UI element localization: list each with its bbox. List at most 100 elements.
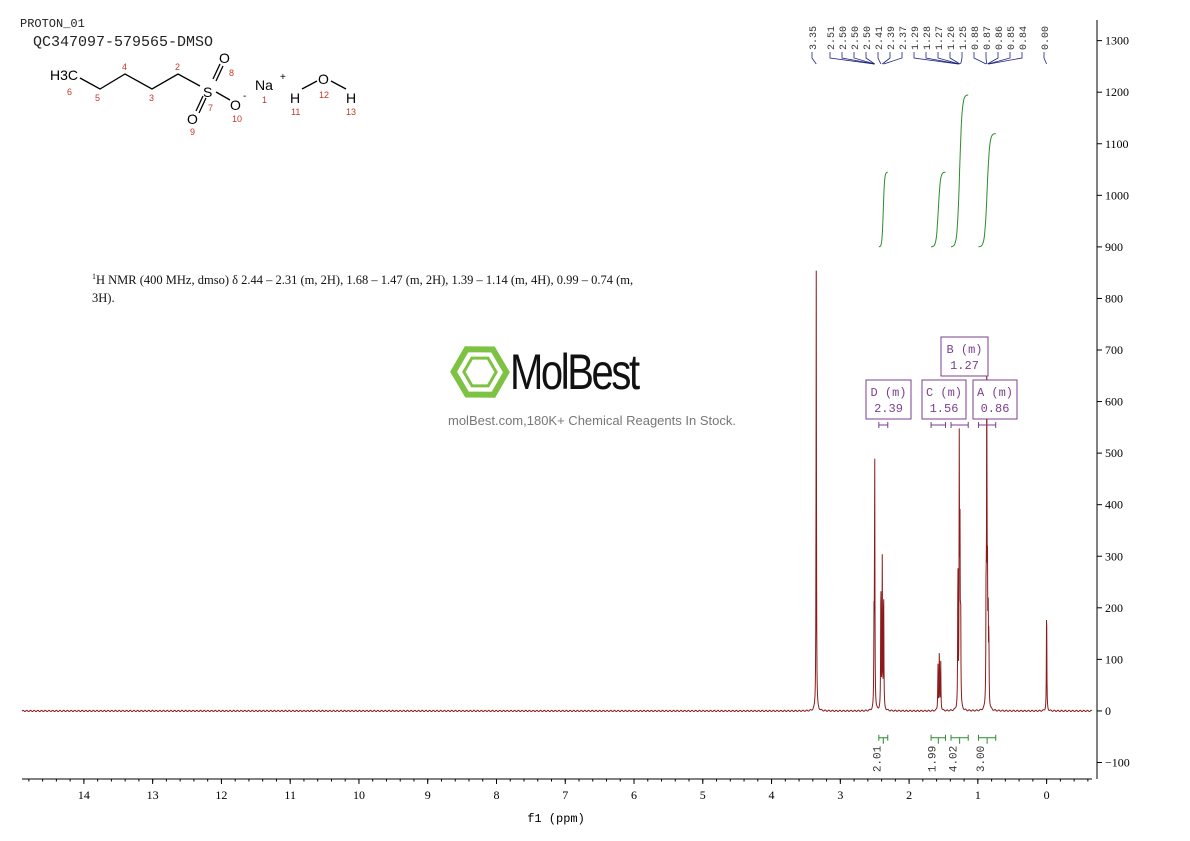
y-tick-label: 700 <box>1105 343 1123 357</box>
atom-o10: O <box>230 97 241 113</box>
x-tick-label: 13 <box>147 788 159 802</box>
y-tick-label: −100 <box>1105 756 1130 770</box>
peak-label: 1.27 <box>935 26 946 50</box>
integral-bracket <box>930 734 947 744</box>
multiplet-label: B (m) <box>946 343 982 357</box>
chemical-structure: H3C Na + O O S O - H O H 6 5 4 3 2 8 7 9… <box>50 50 356 137</box>
y-tick-label: 100 <box>1105 652 1123 666</box>
peak-label: 0.00 <box>1041 26 1052 50</box>
atom-number: 2 <box>175 62 180 72</box>
molbest-logo-icon <box>450 346 510 398</box>
nmr-description-text: H NMR (400 MHz, dmso) δ 2.44 – 2.31 (m, … <box>92 273 634 306</box>
y-tick-label: 200 <box>1105 601 1123 615</box>
integral-bracket <box>878 734 889 744</box>
peak-label-connector <box>960 52 963 65</box>
multiplet-box <box>865 379 912 420</box>
atom-number: 4 <box>122 62 127 72</box>
peak-label-connector <box>829 52 875 65</box>
atom-s: S <box>203 84 212 100</box>
atom-number: 9 <box>190 127 195 137</box>
atom-na: Na <box>255 77 273 93</box>
peak-label-connector <box>937 52 960 65</box>
peak-label-connector <box>877 52 882 65</box>
multiplet-range <box>878 422 889 428</box>
integral-value: 4.02 <box>949 746 961 772</box>
charge-plus: + <box>280 72 286 83</box>
y-tick-label: 0 <box>1105 704 1111 718</box>
multiplet-range <box>930 422 947 428</box>
peak-label-connector <box>987 52 999 65</box>
atom-number: 11 <box>291 107 300 117</box>
peak-label: 2.50 <box>839 26 850 50</box>
multiplet-range <box>978 422 997 428</box>
peak-label: 0.84 <box>1019 26 1030 50</box>
peak-label: 1.29 <box>911 26 922 50</box>
x-tick-label: 3 <box>837 788 843 802</box>
multiplet-range <box>950 422 969 428</box>
y-tick-label: 1300 <box>1105 34 1129 48</box>
peak-label-connector <box>811 52 817 65</box>
multiplet-label: D (m) <box>870 386 906 400</box>
multiplet-shift: 2.39 <box>874 402 903 416</box>
peak-label-connector <box>985 52 988 65</box>
integral-value: 3.00 <box>976 746 988 772</box>
y-tick-label: 1100 <box>1105 137 1129 151</box>
atom-ch3: H3C <box>50 67 78 83</box>
peak-label-connector <box>1043 52 1047 65</box>
peak-label-connector <box>949 52 961 65</box>
peak-label: 2.51 <box>827 26 838 50</box>
peak-label: 0.88 <box>971 26 982 50</box>
multiplet-shift: 0.86 <box>981 402 1010 416</box>
peak-label: 1.25 <box>959 26 970 50</box>
x-tick-label: 8 <box>493 788 499 802</box>
integral-curve <box>878 171 888 248</box>
x-tick-label: 9 <box>425 788 431 802</box>
atom-o9: O <box>187 111 198 127</box>
integral-bracket <box>978 734 997 744</box>
atom-o12: O <box>318 71 329 87</box>
peak-label-connector <box>973 52 987 65</box>
x-tick-label: 7 <box>562 788 568 802</box>
atom-number: 13 <box>346 107 356 117</box>
peak-label: 2.50 <box>851 26 862 50</box>
peak-label-connector <box>988 52 1011 65</box>
multiplet-box <box>921 379 967 420</box>
multiplet-shift: 1.27 <box>950 359 979 373</box>
nmr-description: 1H NMR (400 MHz, dmso) δ 2.44 – 2.31 (m,… <box>92 268 652 307</box>
peak-label-connector <box>882 52 891 65</box>
y-tick-label: 300 <box>1105 549 1123 563</box>
y-tick-label: 1200 <box>1105 85 1129 99</box>
peak-label: 2.37 <box>899 26 910 50</box>
y-tick-label: 1000 <box>1105 188 1129 202</box>
integral-value: 2.01 <box>872 745 884 772</box>
x-tick-label: 11 <box>284 788 296 802</box>
peak-label: 1.28 <box>923 26 934 50</box>
watermark-brand: MolBest <box>510 344 640 400</box>
peak-label-connector <box>913 52 958 65</box>
x-axis-label: f1 (ppm) <box>527 812 585 826</box>
x-tick-label: 5 <box>700 788 706 802</box>
integral-curve <box>931 171 946 248</box>
peak-label: 2.41 <box>875 26 886 50</box>
watermark-tagline: molBest.com,180K+ Chemical Reagents In S… <box>448 413 736 428</box>
x-tick-label: 1 <box>975 788 981 802</box>
atom-h13: H <box>346 90 356 106</box>
peak-label-connector <box>865 52 875 65</box>
multiplet-box <box>940 336 989 377</box>
peak-label-connector <box>883 52 903 65</box>
sample-id: QC347097-579565-DMSO <box>33 34 214 51</box>
peak-label: 0.85 <box>1007 26 1018 50</box>
experiment-name: PROTON_01 <box>20 17 85 31</box>
atom-number: 8 <box>229 68 234 78</box>
y-tick-label: 600 <box>1105 395 1123 409</box>
peak-label-connector <box>841 52 875 65</box>
charge-minus: - <box>243 91 246 102</box>
x-tick-label: 2 <box>906 788 912 802</box>
x-tick-label: 0 <box>1044 788 1050 802</box>
y-tick-label: 800 <box>1105 291 1123 305</box>
integral-bracket <box>950 734 969 744</box>
peak-label-connector <box>925 52 959 65</box>
peak-label: 0.86 <box>995 26 1006 50</box>
x-tick-label: 6 <box>631 788 637 802</box>
atom-h11: H <box>290 90 300 106</box>
